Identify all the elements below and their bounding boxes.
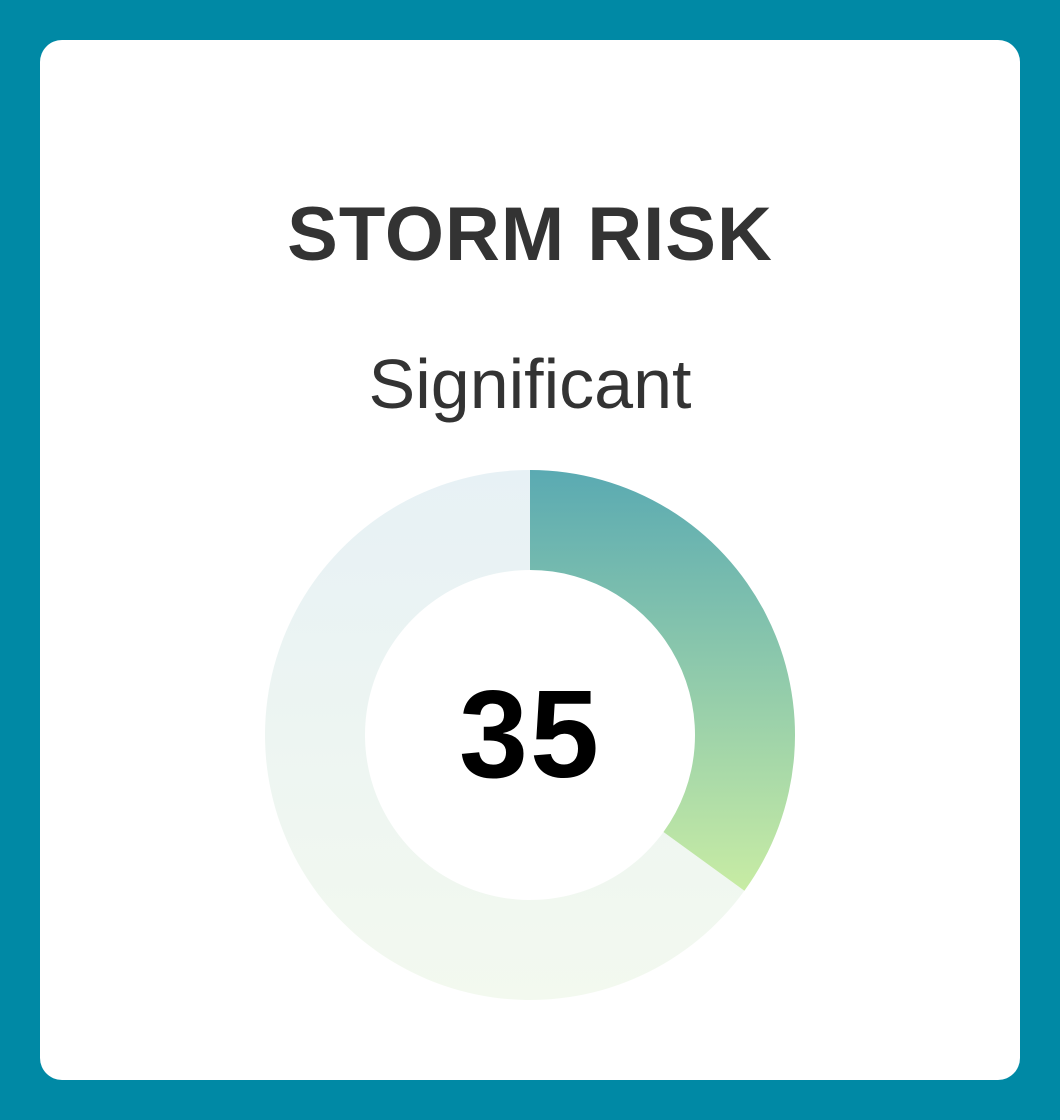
donut-svg xyxy=(265,470,795,1000)
risk-level-label: Significant xyxy=(368,345,692,423)
card-title: STORM RISK xyxy=(287,192,773,277)
donut-fill-arc xyxy=(530,470,795,891)
donut-track xyxy=(265,470,745,1000)
storm-risk-card: STORM RISK Significant 35 xyxy=(40,40,1020,1080)
risk-score-value: 35 xyxy=(459,666,601,804)
risk-donut-gauge: 35 xyxy=(265,470,795,1000)
